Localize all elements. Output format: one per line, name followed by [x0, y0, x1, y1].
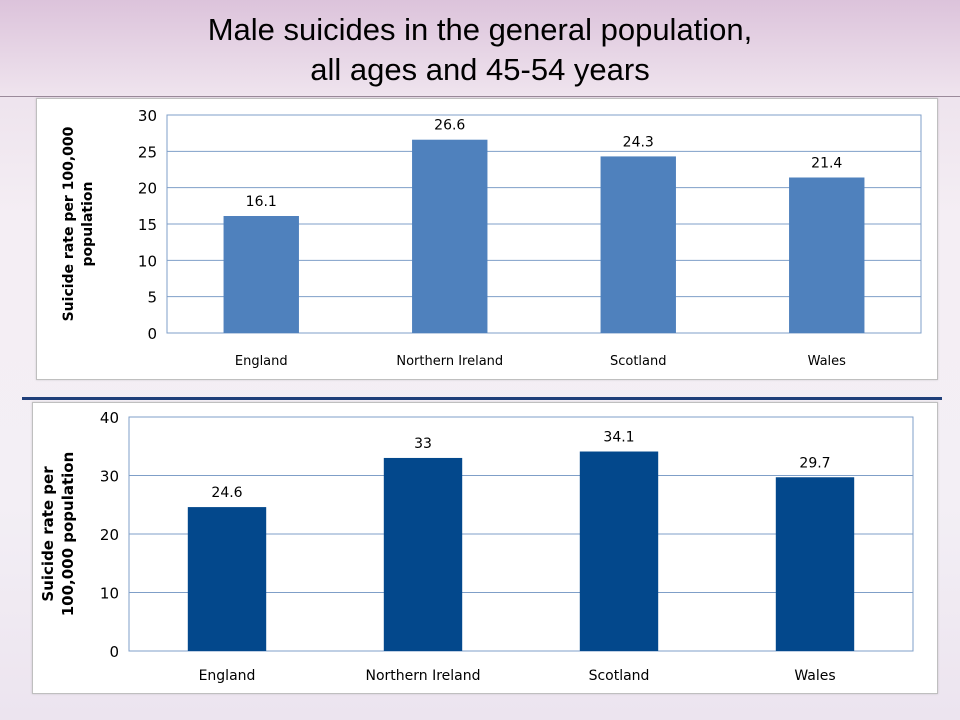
data-label: 21.4	[811, 155, 842, 171]
y-tick-label: 5	[147, 289, 157, 307]
y-tick-label: 40	[100, 409, 119, 427]
data-label: 16.1	[246, 194, 277, 210]
bar-england	[223, 216, 299, 333]
y-tick-label: 10	[138, 252, 157, 270]
x-tick-label: Northern Ireland	[365, 668, 480, 684]
y-tick-label: 25	[138, 143, 157, 161]
y-axis-title-line: Suicide rate per	[39, 466, 57, 602]
data-label: 26.6	[434, 118, 465, 134]
data-label: 34.1	[603, 430, 634, 446]
x-tick-label: Scotland	[589, 668, 650, 684]
x-tick-label: Northern Ireland	[396, 354, 503, 369]
x-tick-label: Wales	[808, 354, 847, 369]
chart-45-54-svg: 0 10 20 30 40 24.6 England 33 Northern Ireland 34…	[39, 409, 914, 684]
title-line-1: Male suicides in the general population,	[207, 12, 753, 47]
bar-scotland	[600, 156, 676, 333]
bar-wales	[775, 477, 855, 651]
bar-northern-ireland	[383, 457, 463, 651]
y-tick-label: 20	[138, 180, 157, 198]
x-tick-label: England	[235, 354, 288, 369]
chart-45-54: 0 10 20 30 40 24.6 England 33 Northern Ireland 34…	[32, 402, 938, 694]
y-tick-label: 0	[147, 325, 157, 343]
bar-wales	[789, 177, 865, 333]
y-axis-title: Suicide rate per 100,000 population	[61, 126, 96, 321]
bar-scotland	[579, 451, 659, 651]
y-axis-title-line: Suicide rate per 100,000	[61, 126, 77, 321]
y-tick-label: 30	[138, 107, 157, 125]
bar-northern-ireland	[412, 139, 488, 333]
data-label: 29.7	[799, 455, 830, 471]
section-divider	[22, 397, 942, 400]
y-tick-label: 0	[109, 643, 119, 661]
data-label: 24.3	[623, 134, 654, 150]
y-axis-title-line: 100,000 population	[59, 452, 77, 617]
data-label: 33	[414, 436, 432, 452]
y-axis-title: Suicide rate per 100,000 population	[39, 452, 77, 617]
x-tick-label: England	[199, 668, 256, 684]
y-tick-label: 20	[100, 526, 119, 544]
x-tick-label: Scotland	[610, 354, 667, 369]
x-tick-label: Wales	[794, 668, 835, 684]
slide-title: Male suicides in the general population,…	[0, 10, 960, 90]
bar-england	[187, 507, 267, 651]
y-axis-title-line: population	[80, 182, 96, 267]
y-tick-label: 15	[138, 216, 157, 234]
data-label: 24.6	[211, 485, 242, 501]
title-line-2: all ages and 45-54 years	[310, 52, 650, 87]
y-tick-label: 10	[100, 585, 119, 603]
title-band	[0, 0, 960, 97]
chart-all-ages-svg: 0 5 10 15 20 25 30 16.1 England 26.6 Northern Irel…	[61, 107, 922, 369]
chart-all-ages: 0 5 10 15 20 25 30 16.1 England 26.6 Northern Irel…	[36, 98, 938, 380]
y-tick-label: 30	[100, 468, 119, 486]
